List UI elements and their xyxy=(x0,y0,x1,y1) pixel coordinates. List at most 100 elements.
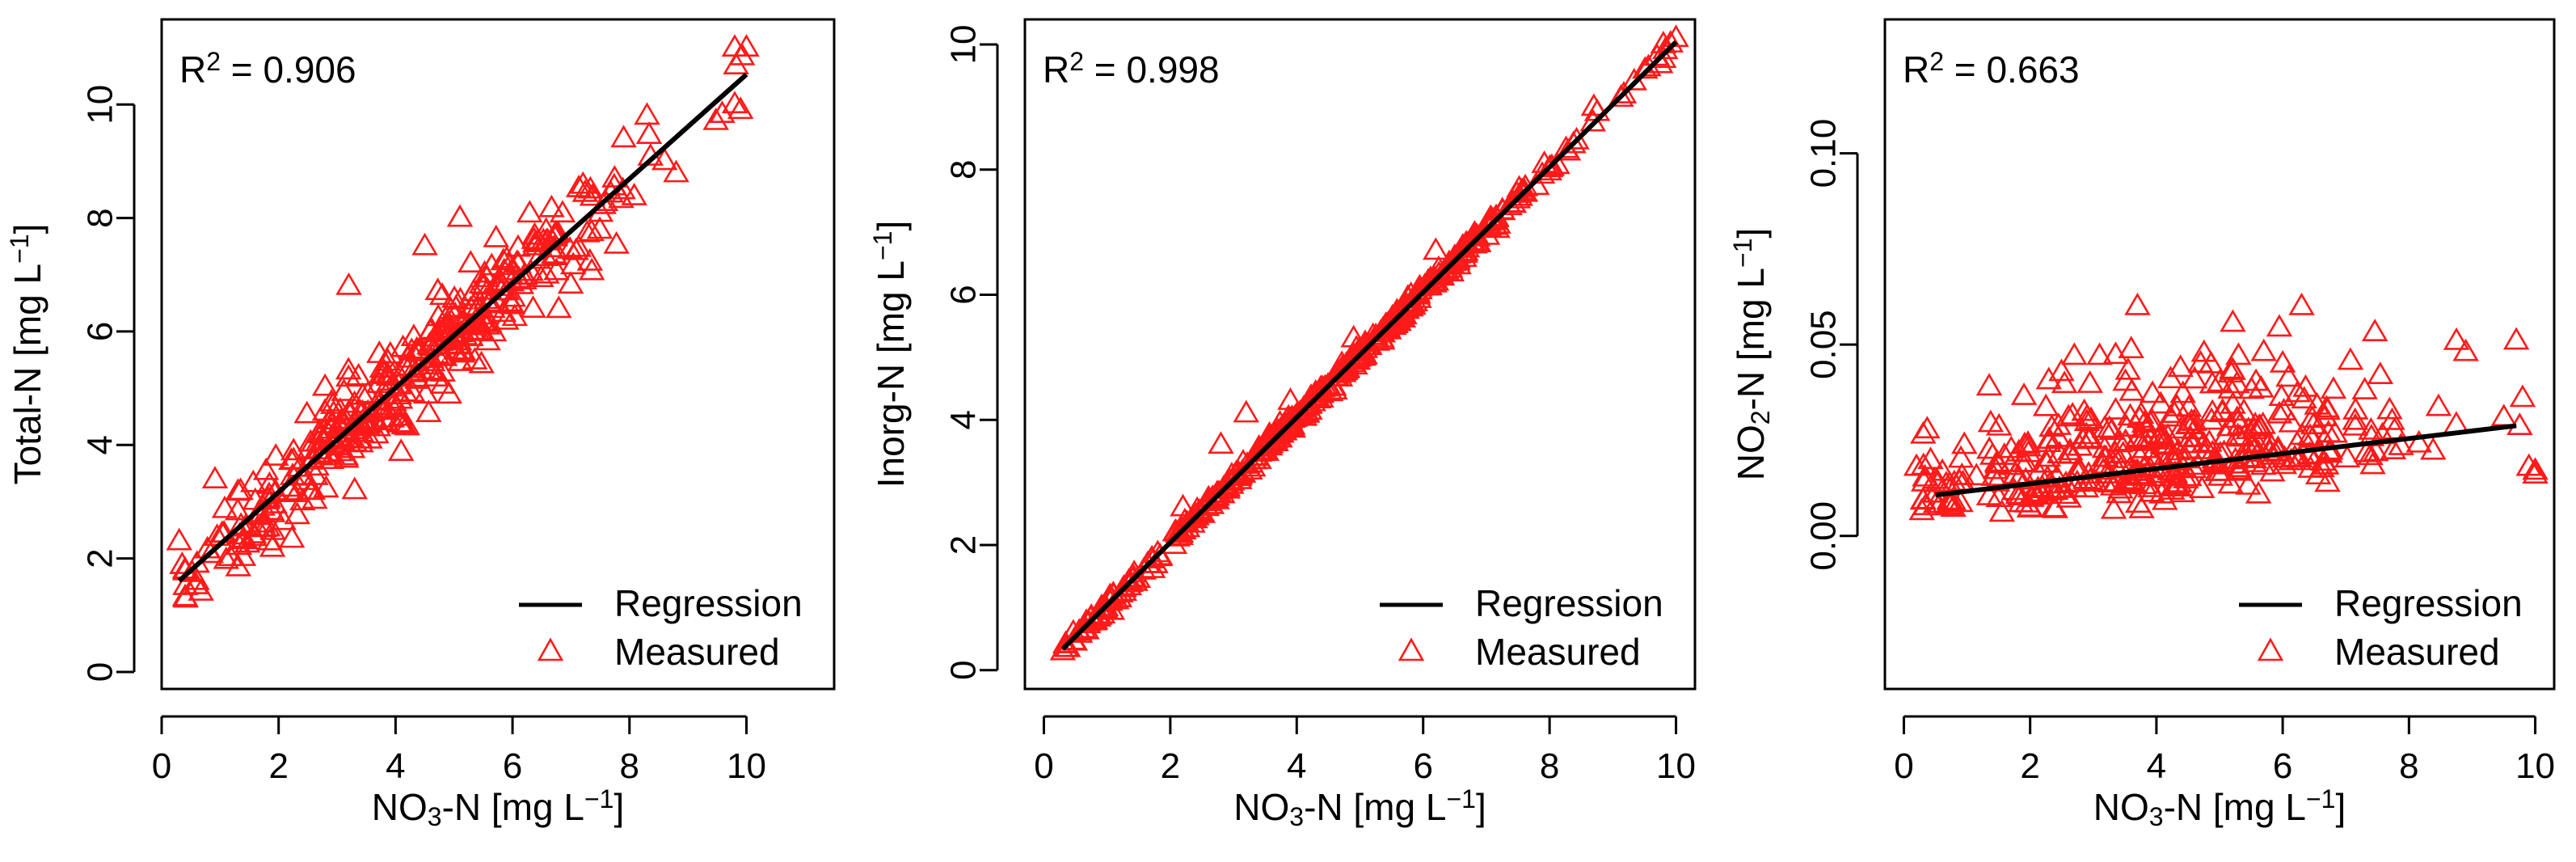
measured-point xyxy=(603,230,630,254)
r-squared-label: R2 = 0.663 xyxy=(1903,47,2080,91)
measured-point xyxy=(505,265,533,289)
measured-point xyxy=(2010,382,2038,405)
measured-point xyxy=(386,382,413,405)
measured-point xyxy=(366,340,393,363)
x-tick-label: 8 xyxy=(620,746,639,786)
measured-point xyxy=(1950,431,1978,454)
measured-point xyxy=(262,442,289,466)
measured-point xyxy=(1208,431,1234,454)
measured-point xyxy=(386,409,413,433)
measured-point xyxy=(2522,461,2549,484)
measured-point xyxy=(2077,425,2104,448)
measured-point xyxy=(166,527,192,551)
measured-point xyxy=(278,525,306,548)
measured-point xyxy=(1608,84,1634,108)
measured-point xyxy=(2304,462,2332,485)
panel-total: 0 2 4 6 8 10 0 2 4 6 8 10 NO3-N [mg L−1] Total-N [mg … xyxy=(5,18,836,831)
measured-point xyxy=(1998,435,2025,458)
measured-point xyxy=(2522,457,2549,480)
measured-point xyxy=(1936,487,1963,510)
measured-point xyxy=(2106,429,2134,453)
measured-point xyxy=(462,347,488,370)
x-tick-label: 2 xyxy=(268,746,288,786)
measured-point xyxy=(2353,439,2380,463)
measured-point xyxy=(2099,472,2127,496)
measured-point xyxy=(2313,395,2340,418)
measured-point xyxy=(702,107,729,130)
measured-point xyxy=(1663,24,1689,48)
legend: Regression Measured xyxy=(519,582,803,673)
measured-point xyxy=(2269,349,2296,373)
measured-point xyxy=(2380,437,2407,459)
y-tick-label: 2 xyxy=(944,535,984,555)
measured-point xyxy=(2452,338,2479,361)
measured-point xyxy=(280,446,307,470)
measured-point xyxy=(579,183,606,206)
measured-point xyxy=(1982,456,2009,480)
measured-point xyxy=(424,277,451,301)
measured-point xyxy=(2175,436,2203,459)
measured-point xyxy=(1963,463,1990,486)
measured-point xyxy=(490,247,516,271)
plot-frame xyxy=(160,18,836,691)
measured-point xyxy=(2117,467,2144,490)
measured-point xyxy=(2131,410,2158,433)
measured-point xyxy=(2059,401,2086,425)
measured-point xyxy=(2167,416,2194,439)
measured-point xyxy=(2342,396,2369,420)
measured-point xyxy=(1908,497,1935,521)
measured-point xyxy=(635,121,663,144)
measured-point xyxy=(727,96,754,120)
measured-point xyxy=(1988,499,2015,522)
measured-point xyxy=(378,404,405,428)
measured-point xyxy=(2137,442,2165,466)
x-tick-label: 6 xyxy=(503,746,522,786)
measured-point xyxy=(493,306,520,330)
x-tick-label: 4 xyxy=(2147,746,2166,786)
measured-point xyxy=(2040,494,2068,518)
measured-point xyxy=(1925,469,1952,492)
measured-point xyxy=(501,303,529,327)
measured-point xyxy=(217,543,244,567)
measured-point xyxy=(559,251,587,275)
measured-point xyxy=(318,411,345,433)
measured-point xyxy=(2224,370,2250,394)
measured-point xyxy=(2071,398,2097,421)
measured-point xyxy=(2181,416,2207,440)
measured-point xyxy=(2238,376,2265,399)
measured-point xyxy=(2220,309,2246,332)
legend-measured-label: Measured xyxy=(614,631,780,673)
measured-point xyxy=(2351,376,2378,399)
measured-point xyxy=(335,364,362,387)
measured-point xyxy=(511,262,538,285)
measured-point xyxy=(311,373,339,396)
measured-point xyxy=(2420,437,2447,460)
y-tick-label: 0.05 xyxy=(1804,310,1844,379)
measured-point xyxy=(468,350,495,374)
y-tick-label: 4 xyxy=(944,410,984,429)
measured-point xyxy=(2118,336,2144,359)
measured-point xyxy=(2225,342,2252,366)
measured-point xyxy=(2443,327,2470,350)
measured-point xyxy=(2188,475,2216,498)
measured-point xyxy=(1528,161,1556,184)
regression-line xyxy=(1060,40,1678,651)
plot-frame xyxy=(1883,18,2556,691)
measured-point xyxy=(301,486,328,509)
measured-point xyxy=(2207,463,2234,486)
measured-point xyxy=(347,425,374,449)
measured-point xyxy=(2334,445,2361,468)
measured-point xyxy=(565,234,592,257)
y-tick-label: 0 xyxy=(944,661,984,680)
measured-point xyxy=(1975,482,2003,505)
measured-point xyxy=(2015,439,2042,463)
measured-point xyxy=(2086,342,2113,366)
measured-point xyxy=(610,125,637,148)
measured-point xyxy=(293,400,320,424)
measured-point xyxy=(2250,338,2277,361)
measured-point xyxy=(2075,461,2102,484)
plot-frame xyxy=(1023,18,1697,691)
measured-point xyxy=(2035,429,2062,453)
measured-point xyxy=(2181,366,2208,389)
measured-point xyxy=(442,336,470,360)
